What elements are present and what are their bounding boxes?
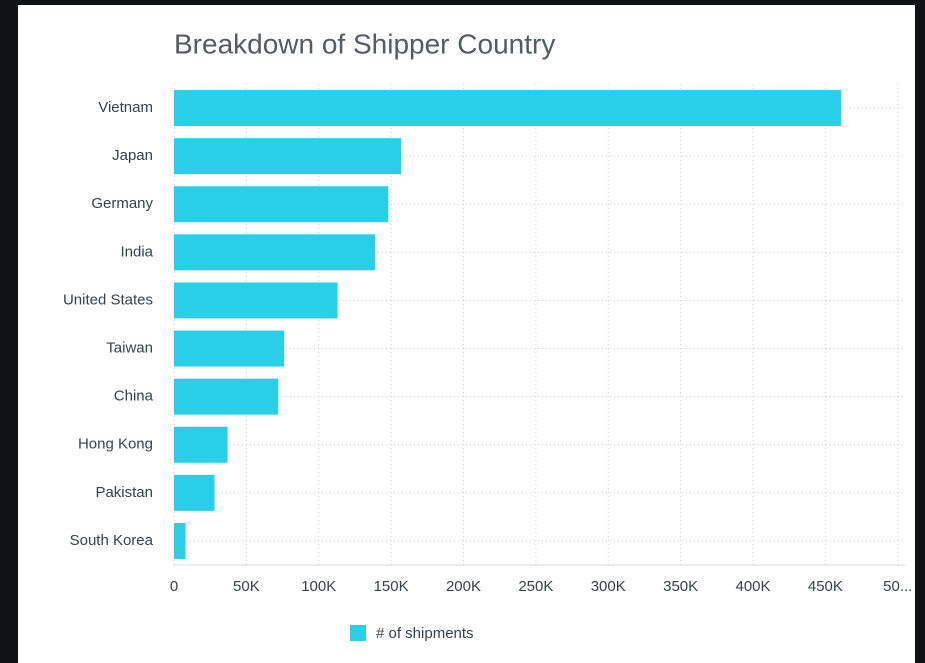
x-tick-label: 350K (663, 578, 698, 595)
bar (174, 282, 338, 319)
y-tick-label: United States (63, 291, 153, 308)
y-tick-label: Vietnam (98, 99, 153, 116)
x-tick-label: 0 (170, 578, 178, 595)
y-tick-label: Hong Kong (78, 436, 153, 453)
y-tick-label: Taiwan (106, 340, 153, 357)
x-tick-label: 400K (735, 578, 770, 595)
bar (174, 186, 389, 223)
bar (174, 378, 279, 415)
bar (174, 138, 402, 175)
x-tick-label: 250K (518, 578, 553, 595)
x-tick-label: 200K (446, 578, 481, 595)
y-tick-label: Germany (91, 195, 153, 212)
bar (174, 426, 228, 463)
chart-title: Breakdown of Shipper Country (174, 28, 555, 59)
y-tick-label: India (120, 243, 153, 260)
x-tick-label: 50K (233, 578, 260, 595)
x-tick-label: 450K (808, 578, 843, 595)
bar (174, 234, 376, 271)
x-tick-label: 50... (883, 578, 912, 595)
bar (174, 474, 215, 511)
y-tick-label: Japan (112, 147, 153, 164)
y-tick-label: Pakistan (95, 484, 153, 501)
bar (174, 90, 842, 127)
bar (174, 330, 285, 367)
x-tick-label: 150K (374, 578, 409, 595)
y-tick-label: China (114, 388, 154, 405)
x-tick-label: 100K (301, 578, 336, 595)
x-tick-label: 300K (591, 578, 626, 595)
legend-swatch (350, 625, 366, 641)
legend-label: # of shipments (376, 625, 474, 642)
y-tick-label: South Korea (70, 532, 154, 549)
bar (174, 522, 186, 559)
